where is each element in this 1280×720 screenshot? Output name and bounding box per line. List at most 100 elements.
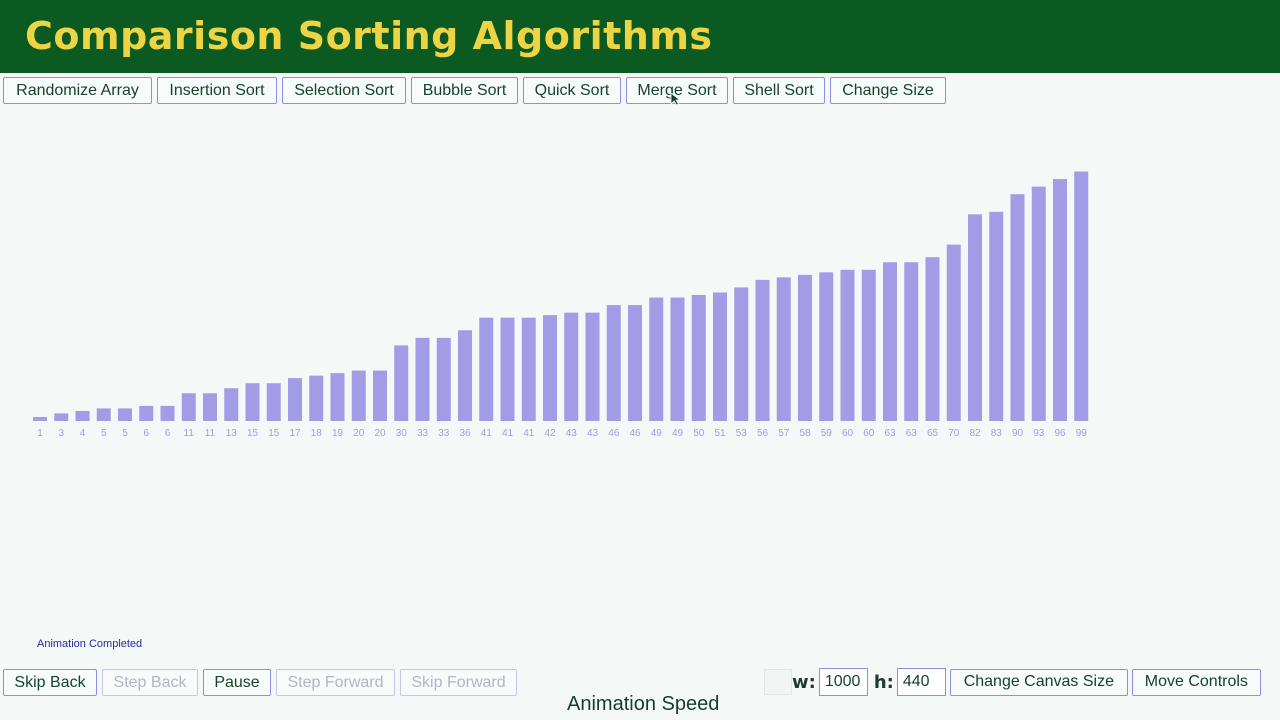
bar-value-label: 70 <box>948 428 960 439</box>
array-bar <box>819 272 834 421</box>
array-bar <box>394 345 409 421</box>
bar-value-label: 20 <box>353 428 365 439</box>
bubble-sort-button[interactable]: Bubble Sort <box>411 77 518 104</box>
bar-value-label: 46 <box>629 428 641 439</box>
array-bar <box>628 305 642 421</box>
bar-value-label: 60 <box>842 428 854 439</box>
array-bar <box>203 393 217 421</box>
array-bar <box>75 410 90 421</box>
bar-value-label: 82 <box>969 428 981 439</box>
bar-value-label: 65 <box>927 428 939 439</box>
randomize-array-button[interactable]: Randomize Array <box>3 77 152 104</box>
bar-value-label: 18 <box>311 428 323 439</box>
bar-value-label: 49 <box>672 428 684 439</box>
status-text: Animation Completed <box>37 638 143 650</box>
bar-value-label: 33 <box>438 428 450 439</box>
bar-value-label: 43 <box>587 428 599 439</box>
skip-back-button[interactable]: Skip Back <box>3 669 97 696</box>
array-bar <box>245 383 260 421</box>
bar-value-label: 99 <box>1076 428 1088 439</box>
algorithm-toolbar: Randomize Array Insertion Sort Selection… <box>3 77 946 104</box>
bar-value-label: 57 <box>778 428 790 439</box>
array-bar <box>479 317 494 421</box>
bar-value-label: 63 <box>906 428 918 439</box>
bar-value-label: 43 <box>566 428 578 439</box>
array-bar <box>160 405 175 421</box>
height-label: h: <box>873 671 894 693</box>
array-bar <box>776 277 791 421</box>
pause-button[interactable]: Pause <box>203 669 271 696</box>
array-bar <box>139 405 154 421</box>
skip-forward-button[interactable]: Skip Forward <box>400 669 517 696</box>
array-bar <box>521 317 536 421</box>
bar-value-label: 19 <box>332 428 344 439</box>
shell-sort-button[interactable]: Shell Sort <box>733 77 825 104</box>
bar-value-label: 36 <box>459 428 471 439</box>
step-back-button[interactable]: Step Back <box>102 669 198 696</box>
step-forward-button[interactable]: Step Forward <box>276 669 395 696</box>
quick-sort-button[interactable]: Quick Sort <box>523 77 621 104</box>
array-bar <box>96 408 111 421</box>
bar-value-label: 1 <box>37 428 43 439</box>
canvas-controls: w: h: Change Canvas Size Move Controls <box>764 668 1261 696</box>
bar-value-label: 11 <box>205 428 216 439</box>
bar-value-label: 93 <box>1033 428 1045 439</box>
header-bar: Comparison Sorting Algorithms <box>0 0 1280 73</box>
bar-value-label: 6 <box>165 428 171 439</box>
change-canvas-size-button[interactable]: Change Canvas Size <box>949 668 1128 696</box>
array-bar <box>734 287 749 421</box>
page-title: Comparison Sorting Algorithms <box>25 14 713 58</box>
bar-value-label: 42 <box>544 428 556 439</box>
speed-slider-handle[interactable] <box>764 669 792 695</box>
sort-canvas: 1 3 4 5 5 6 6 11 11 13 15 15 17 18 19 20 20 30 33 33 36 41 41 4… <box>33 171 1089 439</box>
array-bar <box>224 388 239 421</box>
array-bar <box>500 317 515 421</box>
array-bar <box>691 295 706 421</box>
array-bar <box>458 330 472 421</box>
array-bar <box>606 305 621 421</box>
array-bar <box>1031 186 1046 421</box>
array-bar <box>904 262 919 421</box>
array-bar <box>968 214 982 421</box>
bar-value-label: 15 <box>247 428 259 439</box>
bar-value-label: 6 <box>143 428 149 439</box>
bar-value-label: 58 <box>799 428 811 439</box>
change-size-button[interactable]: Change Size <box>830 77 946 104</box>
array-bar <box>330 373 345 421</box>
array-bar <box>1010 194 1025 421</box>
canvas-width-input[interactable] <box>818 668 868 696</box>
bar-value-label: 4 <box>80 428 86 439</box>
array-bar <box>33 417 47 421</box>
canvas-height-input[interactable] <box>896 668 946 696</box>
bar-value-label: 96 <box>1054 428 1066 439</box>
bar-value-label: 11 <box>184 428 195 439</box>
array-bar <box>1074 171 1089 421</box>
array-bar <box>181 393 196 421</box>
array-bar <box>564 312 579 421</box>
bar-value-label: 60 <box>863 428 875 439</box>
bar-value-label: 30 <box>396 428 408 439</box>
array-bar <box>351 370 366 421</box>
array-bar <box>266 383 281 421</box>
bar-value-label: 5 <box>101 428 107 439</box>
bar-value-label: 20 <box>374 428 386 439</box>
insertion-sort-button[interactable]: Insertion Sort <box>157 77 277 104</box>
bar-value-label: 41 <box>502 428 514 439</box>
array-bar <box>861 269 876 421</box>
move-controls-button[interactable]: Move Controls <box>1131 668 1261 696</box>
array-bar <box>670 297 685 421</box>
array-bar <box>840 269 855 421</box>
bar-value-label: 59 <box>821 428 833 439</box>
selection-sort-button[interactable]: Selection Sort <box>282 77 406 104</box>
array-bar <box>543 315 557 421</box>
array-bar <box>118 408 132 421</box>
array-bar <box>309 375 324 421</box>
array-bar <box>755 279 770 421</box>
array-bar <box>649 297 664 421</box>
bar-value-label: 83 <box>991 428 1003 439</box>
bar-value-label: 17 <box>289 428 301 439</box>
array-bar <box>713 292 727 421</box>
array-bar <box>415 337 430 421</box>
array-bar <box>585 312 600 421</box>
bar-value-label: 51 <box>714 428 726 439</box>
